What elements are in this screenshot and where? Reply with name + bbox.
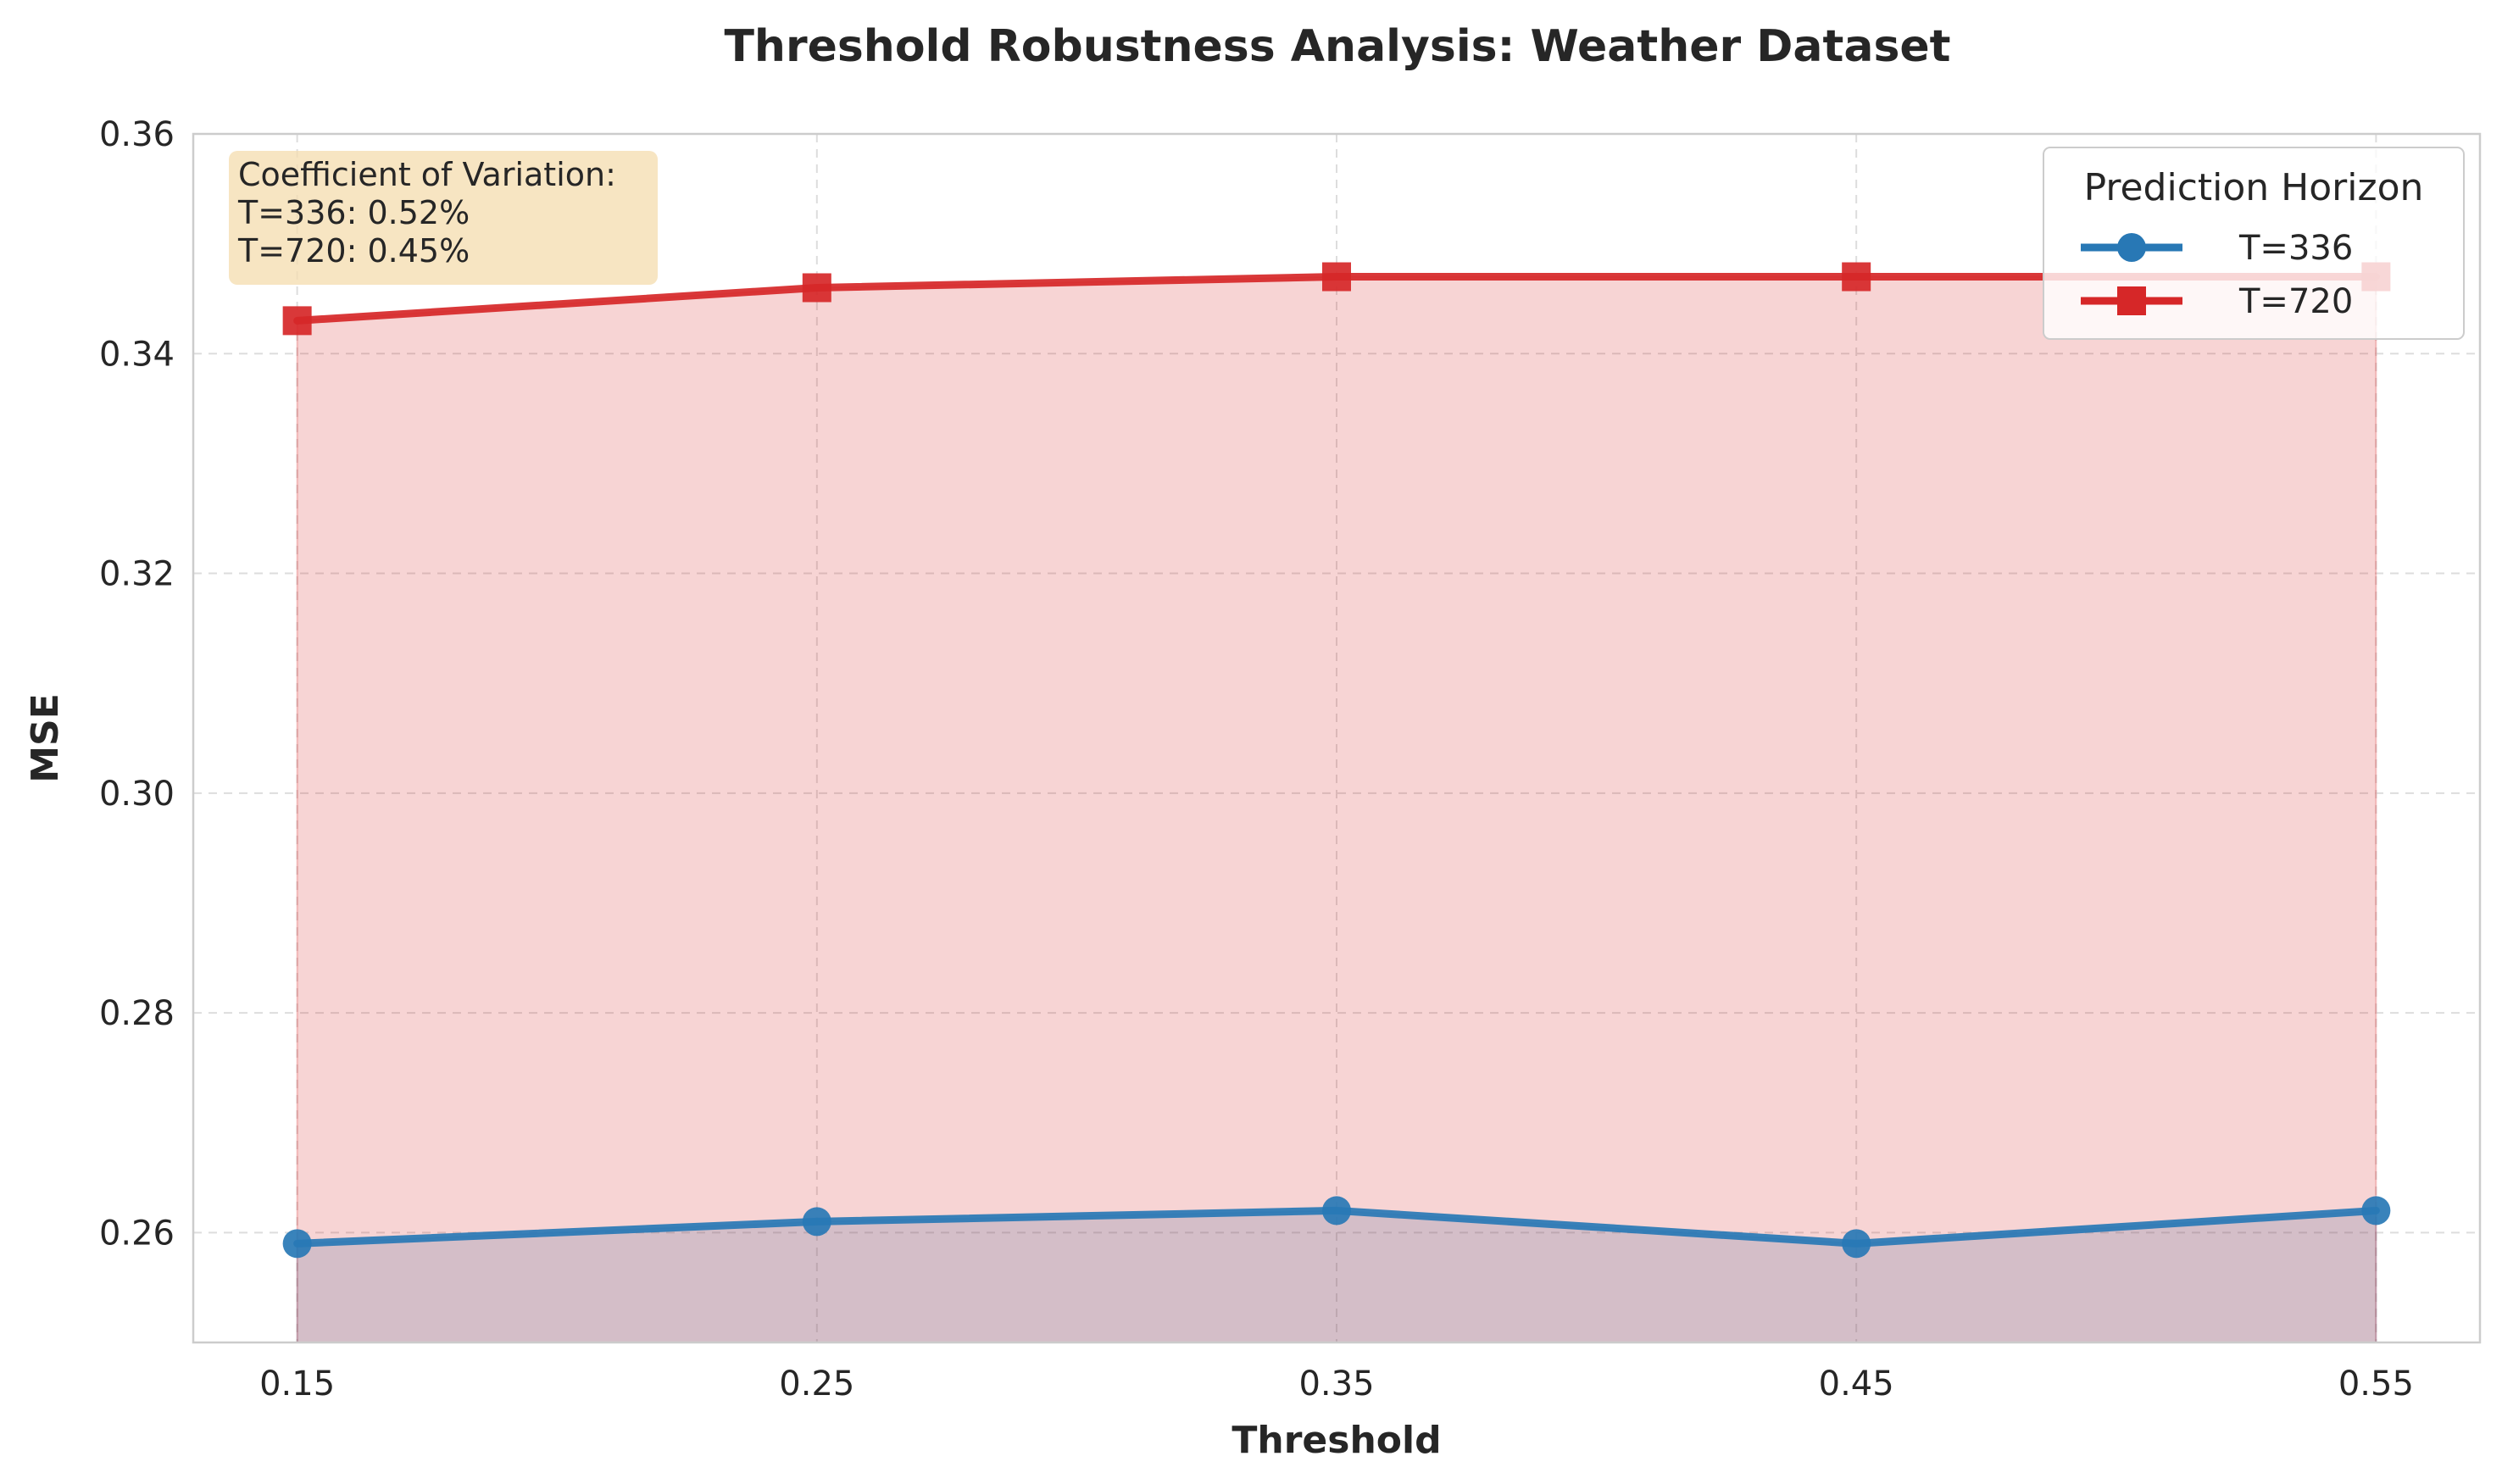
y-tick-label: 0.30 <box>99 775 175 814</box>
y-tick-label: 0.28 <box>99 994 175 1033</box>
y-tick-labels: 0.26 0.28 0.30 0.32 0.34 0.36 <box>99 115 175 1253</box>
data-point-t720 <box>1322 262 1351 292</box>
chart-title: Threshold Robustness Analysis: Weather D… <box>724 21 1950 72</box>
legend-marker-t336 <box>2117 233 2146 262</box>
data-point-t720 <box>282 306 312 336</box>
y-tick-label: 0.32 <box>99 555 175 594</box>
x-tick-label: 0.45 <box>1819 1365 1894 1403</box>
data-point-t336 <box>1322 1196 1351 1226</box>
annotation-line-3: T=720: 0.45% <box>237 232 470 270</box>
cv-annotation: Coefficient of Variation: T=336: 0.52% T… <box>229 151 658 285</box>
legend-label-t720: T=720 <box>2238 282 2353 321</box>
x-tick-label: 0.15 <box>259 1365 335 1403</box>
data-point-t336 <box>282 1229 312 1259</box>
annotation-box <box>229 151 658 285</box>
legend-box <box>2043 147 2465 340</box>
y-tick-label: 0.34 <box>99 335 175 374</box>
data-point-t720 <box>1842 262 1871 292</box>
legend-marker-t720 <box>2117 286 2146 315</box>
legend-label-t336: T=336 <box>2238 229 2353 268</box>
area-fill-t720 <box>296 275 2377 1343</box>
series-fills <box>296 275 2377 1343</box>
annotation-line-1: Coefficient of Variation: <box>238 156 616 193</box>
data-point-t336 <box>1842 1229 1871 1259</box>
x-tick-labels: 0.15 0.25 0.35 0.45 0.55 <box>259 1365 2414 1403</box>
plot-frame <box>192 132 2482 1344</box>
x-tick-label: 0.25 <box>779 1365 854 1403</box>
x-axis-label: Threshold <box>1232 1419 1441 1462</box>
y-tick-label: 0.26 <box>99 1214 175 1253</box>
x-tick-label: 0.55 <box>2338 1365 2414 1403</box>
y-axis-label: MSE <box>24 693 67 783</box>
data-point-t336 <box>2361 1196 2391 1226</box>
legend: Prediction Horizon T=336 T=720 <box>2043 147 2465 340</box>
x-tick-label: 0.35 <box>1298 1365 1374 1403</box>
data-point-t336 <box>802 1207 831 1237</box>
y-tick-label: 0.36 <box>99 115 175 154</box>
data-point-t720 <box>802 273 831 303</box>
annotation-line-2: T=336: 0.52% <box>237 194 470 231</box>
legend-title: Prediction Horizon <box>2084 166 2424 209</box>
